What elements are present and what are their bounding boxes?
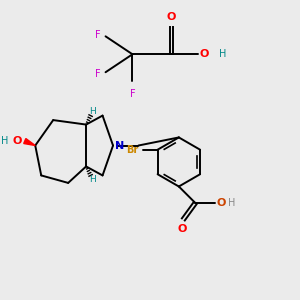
Text: H: H (89, 176, 96, 184)
Text: N: N (116, 140, 125, 151)
Text: F: F (95, 30, 101, 40)
Text: H: H (1, 136, 8, 146)
Text: O: O (167, 12, 176, 22)
Text: O: O (200, 49, 209, 59)
Text: H: H (228, 198, 236, 208)
Text: F: F (130, 89, 135, 99)
Text: H: H (219, 49, 226, 59)
Text: F: F (95, 69, 101, 79)
Polygon shape (24, 139, 35, 145)
Text: Br: Br (126, 145, 138, 155)
Text: H: H (89, 106, 96, 116)
Text: O: O (216, 198, 226, 208)
Text: O: O (177, 224, 187, 234)
Text: O: O (12, 136, 22, 146)
